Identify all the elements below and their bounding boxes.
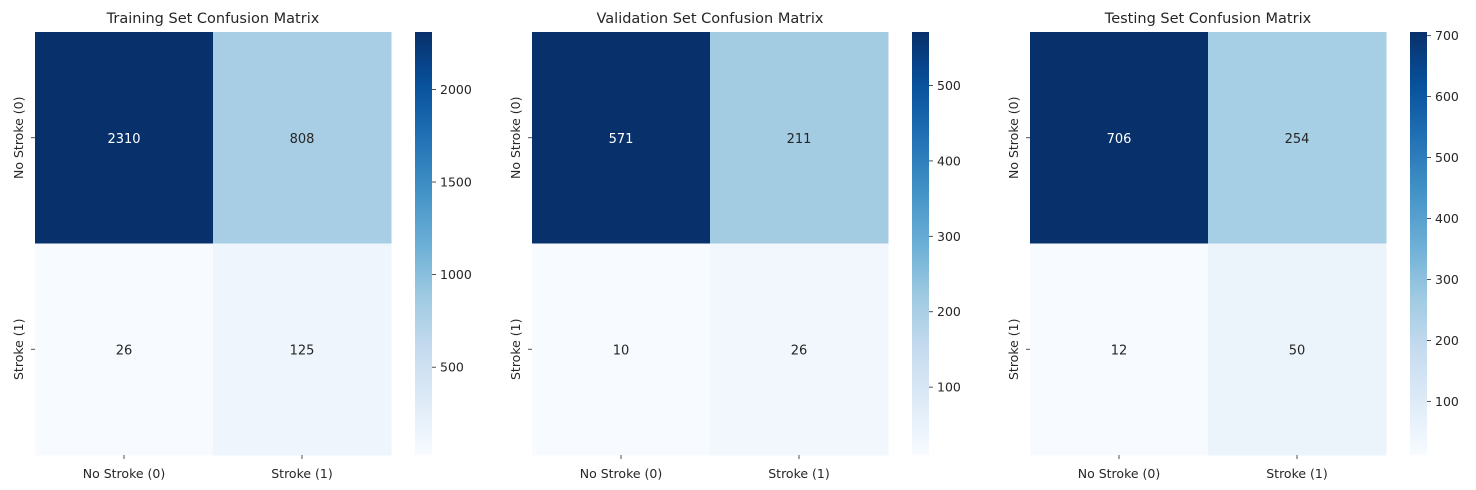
heatmap-cell-1-1-1 bbox=[710, 243, 889, 456]
heatmap-cell-1-0-0 bbox=[532, 32, 711, 244]
cell-value-2-1-0: 12 bbox=[1111, 343, 1128, 358]
cell-value-0-1-1: 125 bbox=[290, 343, 315, 358]
colorbar-tick-label-2-6: 700 bbox=[1435, 28, 1459, 43]
colorbar-0 bbox=[415, 32, 432, 455]
colorbar-tick-label-0-0: 500 bbox=[440, 360, 464, 375]
cell-value-2-0-1: 254 bbox=[1285, 132, 1310, 147]
colorbar-tick-label-0-3: 2000 bbox=[440, 82, 472, 97]
cell-value-1-0-1: 211 bbox=[787, 132, 812, 147]
colorbar-tick-label-2-5: 600 bbox=[1435, 89, 1459, 104]
x-tick-label-2-0: No Stroke (0) bbox=[1078, 466, 1160, 481]
cell-value-0-0-1: 808 bbox=[290, 132, 315, 147]
cell-value-2-1-1: 50 bbox=[1289, 343, 1306, 358]
y-tick-label-1-0: No Stroke (0) bbox=[508, 97, 523, 179]
chart-title-1: Validation Set Confusion Matrix bbox=[596, 11, 823, 27]
colorbar-tick-label-2-0: 100 bbox=[1435, 394, 1459, 409]
heatmap-cell-0-0-1 bbox=[213, 32, 392, 244]
y-tick-label-2-0: No Stroke (0) bbox=[1006, 97, 1021, 179]
heatmap-cell-2-1-1 bbox=[1208, 243, 1387, 456]
cell-value-1-1-0: 10 bbox=[613, 343, 630, 358]
heatmap-cell-0-1-0 bbox=[35, 243, 214, 456]
cell-value-0-1-0: 26 bbox=[116, 343, 133, 358]
x-tick-label-2-1: Stroke (1) bbox=[1266, 466, 1328, 481]
colorbar-tick-label-0-1: 1000 bbox=[440, 267, 472, 282]
colorbar-tick-label-1-3: 400 bbox=[937, 153, 961, 168]
colorbar-1 bbox=[912, 32, 929, 455]
colorbar-tick-label-2-4: 500 bbox=[1435, 150, 1459, 165]
cell-value-2-0-0: 706 bbox=[1107, 132, 1132, 147]
y-tick-label-0-1: Stroke (1) bbox=[11, 318, 26, 380]
cell-value-1-1-1: 26 bbox=[791, 343, 808, 358]
x-tick-label-1-0: No Stroke (0) bbox=[580, 466, 662, 481]
heatmap-cell-2-1-0 bbox=[1030, 243, 1209, 456]
colorbar-tick-label-1-2: 300 bbox=[937, 229, 961, 244]
heatmap-cell-1-0-1 bbox=[710, 32, 889, 244]
colorbar-tick-label-2-2: 300 bbox=[1435, 272, 1459, 287]
colorbar-tick-label-1-4: 500 bbox=[937, 78, 961, 93]
y-tick-label-1-1: Stroke (1) bbox=[508, 318, 523, 380]
cell-value-0-0-0: 2310 bbox=[107, 132, 140, 147]
colorbar-tick-label-2-1: 200 bbox=[1435, 333, 1459, 348]
chart-title-0: Training Set Confusion Matrix bbox=[106, 11, 320, 27]
colorbar-2 bbox=[1410, 32, 1427, 455]
x-tick-label-1-1: Stroke (1) bbox=[768, 466, 830, 481]
cell-value-1-0-0: 571 bbox=[609, 132, 634, 147]
y-tick-label-2-1: Stroke (1) bbox=[1006, 318, 1021, 380]
y-tick-label-0-0: No Stroke (0) bbox=[11, 97, 26, 179]
heatmap-cell-0-1-1 bbox=[213, 243, 392, 456]
x-tick-label-0-0: No Stroke (0) bbox=[83, 466, 165, 481]
colorbar-tick-label-0-2: 1500 bbox=[440, 175, 472, 190]
heatmap-cell-1-1-0 bbox=[532, 243, 711, 456]
chart-title-2: Testing Set Confusion Matrix bbox=[1104, 11, 1312, 27]
x-tick-label-0-1: Stroke (1) bbox=[271, 466, 333, 481]
colorbar-tick-label-1-1: 200 bbox=[937, 304, 961, 319]
heatmap-cell-2-0-0 bbox=[1030, 32, 1209, 244]
colorbar-tick-label-1-0: 100 bbox=[937, 380, 961, 395]
heatmap-cell-0-0-0 bbox=[35, 32, 214, 244]
heatmap-cell-2-0-1 bbox=[1208, 32, 1387, 244]
colorbar-tick-label-2-3: 400 bbox=[1435, 211, 1459, 226]
